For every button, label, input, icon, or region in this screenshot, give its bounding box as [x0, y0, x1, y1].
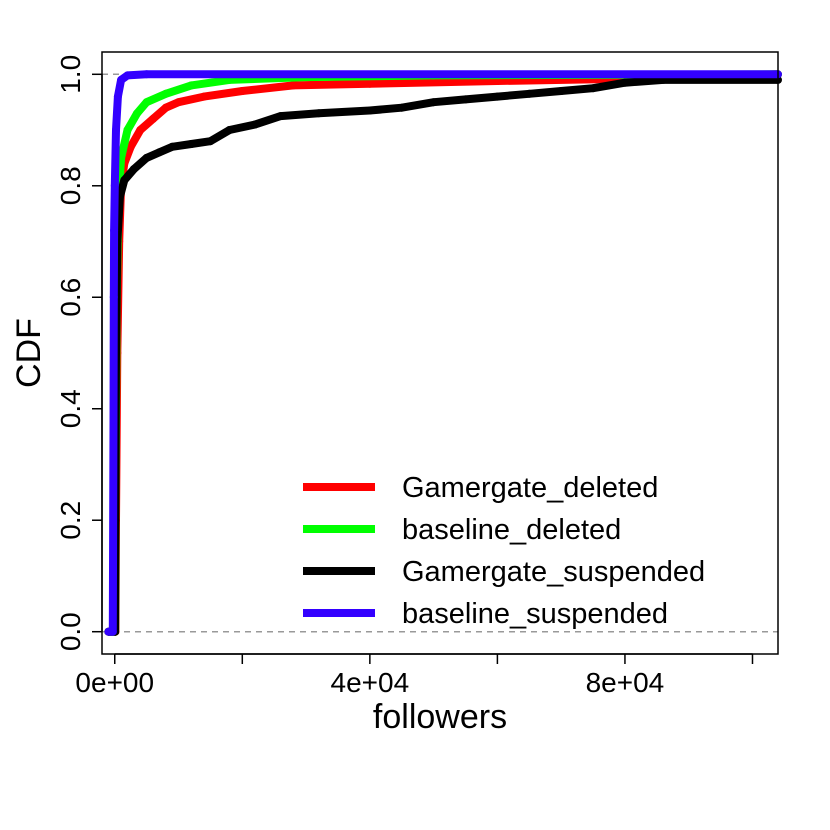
point-Gamergate_suspended-10	[168, 142, 177, 151]
x-axis: 0e+00 4e+04 8e+04	[75, 653, 754, 698]
y-tick-label: 0.0	[55, 612, 86, 651]
series-line-baseline_suspended	[108, 70, 778, 636]
point-Gamergate_suspended-9	[155, 148, 164, 157]
point-baseline_suspended-5	[110, 181, 119, 190]
point-Gamergate_suspended-6	[120, 176, 129, 185]
point-Gamergate_deleted-14	[289, 81, 298, 90]
point-Gamergate_deleted-15	[365, 79, 374, 88]
point-Gamergate_suspended-7	[129, 165, 138, 174]
series-Gamergate_deleted	[104, 70, 782, 636]
x-tick-label: 0e+00	[75, 667, 154, 698]
point-baseline_suspended-4	[110, 226, 119, 235]
point-baseline_deleted-6	[123, 126, 132, 134]
point-Gamergate_suspended-17	[365, 106, 374, 115]
point-Gamergate_suspended-14	[251, 120, 260, 129]
point-Gamergate_suspended-15	[276, 112, 285, 121]
point-Gamergate_suspended-24	[589, 84, 598, 93]
point-Gamergate_deleted-8	[136, 126, 145, 134]
point-Gamergate_deleted-10	[161, 103, 170, 112]
point-Gamergate_suspended-19	[429, 98, 438, 107]
point-Gamergate_suspended-20	[461, 95, 470, 104]
point-Gamergate_suspended-13	[225, 126, 234, 134]
point-Gamergate_deleted-13	[238, 87, 247, 95]
point-Gamergate_deleted-9	[149, 114, 157, 123]
point-Gamergate_suspended-25	[620, 78, 629, 87]
y-tick-label: 0.4	[55, 389, 86, 428]
x-tick-label: 4e+04	[331, 667, 410, 698]
point-Gamergate_deleted-7	[126, 142, 135, 151]
series-baseline_suspended	[104, 70, 782, 636]
point-baseline_suspended-1	[108, 627, 117, 636]
series-baseline_deleted	[104, 70, 782, 636]
point-Gamergate_suspended-11	[187, 140, 196, 148]
point-Gamergate_suspended-8	[142, 153, 151, 162]
y-tick-label: 0.6	[55, 278, 86, 317]
y-tick-label: 0.2	[55, 501, 86, 540]
point-baseline_suspended-10	[142, 70, 151, 79]
x-tick-label: 8e+04	[586, 667, 665, 698]
point-Gamergate_suspended-23	[557, 87, 566, 95]
point-Gamergate_deleted-11	[174, 98, 183, 107]
point-Gamergate_suspended-22	[525, 89, 534, 98]
point-baseline_suspended-7	[113, 92, 122, 101]
x-axis-label: followers	[373, 698, 507, 736]
point-Gamergate_suspended-18	[397, 103, 406, 112]
legend-label-baseline_deleted: baseline_deleted	[402, 514, 621, 546]
reference-lines	[102, 73, 778, 633]
point-baseline_suspended-3	[109, 293, 118, 302]
point-baseline_deleted-7	[133, 109, 142, 118]
point-baseline_deleted-10	[187, 81, 196, 90]
point-baseline_deleted-8	[142, 98, 151, 107]
point-baseline_suspended-2	[109, 415, 118, 424]
series-Gamergate_suspended	[104, 75, 782, 636]
y-axis-label: CDF	[10, 318, 48, 388]
point-Gamergate_suspended-12	[206, 137, 215, 146]
point-Gamergate_deleted-12	[200, 92, 208, 101]
point-Gamergate_suspended-21	[493, 92, 502, 101]
point-baseline_suspended-8	[117, 75, 126, 84]
series-layer	[104, 70, 782, 636]
legend-label-baseline_suspended: baseline_suspended	[402, 598, 668, 630]
point-Gamergate_suspended-16	[314, 109, 323, 118]
point-baseline_suspended-9	[123, 71, 132, 80]
series-line-Gamergate_deleted	[108, 70, 779, 636]
legend-label-Gamergate_suspended: Gamergate_suspended	[402, 556, 705, 588]
y-axis: 0.0 0.2 0.4 0.6 0.8 1.0	[55, 55, 103, 651]
y-tick-label: 1.0	[55, 55, 86, 94]
y-tick-label: 0.8	[55, 166, 86, 205]
series-line-baseline_deleted	[108, 70, 779, 636]
series-line-Gamergate_suspended	[108, 75, 778, 636]
legend-label-Gamergate_deleted: Gamergate_deleted	[402, 472, 658, 504]
legend: Gamergate_deleted baseline_deleted Gamerga…	[303, 472, 705, 630]
point-baseline_deleted-9	[161, 89, 170, 98]
point-baseline_suspended-6	[112, 126, 120, 134]
